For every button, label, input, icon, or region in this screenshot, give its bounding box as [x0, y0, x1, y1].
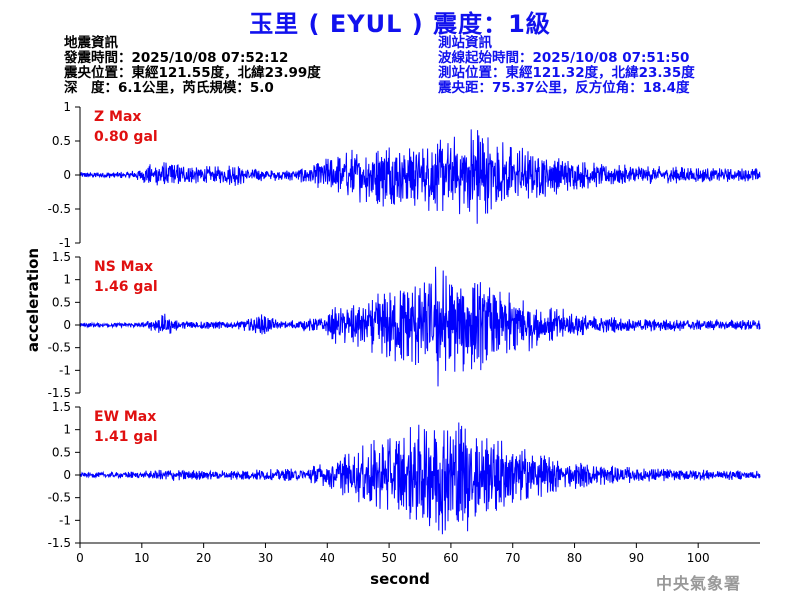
- y-tick-label: -0.5: [48, 341, 71, 355]
- y-tick-label: -1: [59, 363, 71, 377]
- z-max-value: 0.80 gal: [94, 129, 158, 145]
- ew-max-value: 1.41 gal: [94, 429, 158, 445]
- depth-magnitude: 深 度：6.1公里，芮氏規模：5.0: [64, 80, 274, 96]
- x-tick-label: 0: [76, 551, 84, 565]
- y-tick-label: -1.5: [48, 386, 71, 400]
- y-tick-label: 0.5: [52, 134, 71, 148]
- y-tick-label: -0.5: [48, 491, 71, 505]
- y-tick-label: 1: [63, 423, 71, 437]
- station-info: 測站資訊 波線起始時間：2025/10/08 07:51:50 測站位置：東經1…: [438, 36, 695, 96]
- earthquake-info: 地震資訊 發震時間：2025/10/08 07:52:12 震央位置：東經121…: [64, 36, 321, 96]
- y-tick-label: -1: [59, 236, 71, 250]
- epicenter-location: 震央位置：東經121.55度，北緯23.99度: [64, 65, 321, 81]
- y-tick-label: 0.5: [52, 295, 71, 309]
- y-tick-label: -1: [59, 513, 71, 527]
- y-tick-label: 0.5: [52, 445, 71, 459]
- x-tick-label: 40: [320, 551, 335, 565]
- y-tick-label: -1.5: [48, 536, 71, 550]
- wave-start-time: 波線起始時間：2025/10/08 07:51:50: [438, 50, 690, 66]
- x-tick-label: 50: [381, 551, 396, 565]
- chart-title: 玉里 ( EYUL ) 震度：1級: [249, 10, 551, 38]
- station-info-heading: 測站資訊: [438, 35, 492, 51]
- x-tick-label: 70: [505, 551, 520, 565]
- y-axis-label-text: acceleration: [24, 247, 42, 353]
- ew-max-name: EW Max: [94, 409, 157, 425]
- ns-max-name: NS Max: [94, 259, 154, 275]
- trace-ew: [79, 422, 761, 535]
- origin-time: 發震時間：2025/10/08 07:52:12: [64, 50, 289, 66]
- y-tick-label: 1: [63, 273, 71, 287]
- y-tick-label: 0: [63, 318, 71, 332]
- epicentral-distance: 震央距：75.37公里，反方位角：18.4度: [438, 80, 690, 96]
- x-tick-label: 100: [687, 551, 710, 565]
- x-tick-label: 80: [567, 551, 582, 565]
- y-tick-label: 1: [63, 100, 71, 114]
- y-tick-label: -0.5: [48, 202, 71, 216]
- y-axis-label: acceleration: [18, 247, 48, 353]
- ns-max-value: 1.46 gal: [94, 279, 158, 295]
- y-tick-label: 1.5: [52, 250, 71, 264]
- x-tick-label: 90: [629, 551, 644, 565]
- agency-watermark: 中央氣象署: [656, 574, 742, 593]
- earthquake-info-heading: 地震資訊: [64, 35, 118, 51]
- y-tick-label: 0: [63, 468, 71, 482]
- station-location: 測站位置：東經121.32度，北緯23.35度: [438, 65, 695, 81]
- z-panel-label: Z Max 0.80 gal: [94, 107, 158, 147]
- ew-panel-label: EW Max 1.41 gal: [94, 407, 158, 447]
- x-tick-label: 60: [443, 551, 458, 565]
- x-axis-label: second: [370, 570, 430, 588]
- trace-ns: [79, 266, 761, 387]
- y-tick-label: 1.5: [52, 400, 71, 414]
- x-tick-label: 10: [134, 551, 149, 565]
- z-max-name: Z Max: [94, 109, 142, 125]
- x-tick-label: 30: [258, 551, 273, 565]
- trace-z: [79, 129, 761, 224]
- x-tick-label: 20: [196, 551, 211, 565]
- ns-panel-label: NS Max 1.46 gal: [94, 257, 158, 297]
- y-tick-label: 0: [63, 168, 71, 182]
